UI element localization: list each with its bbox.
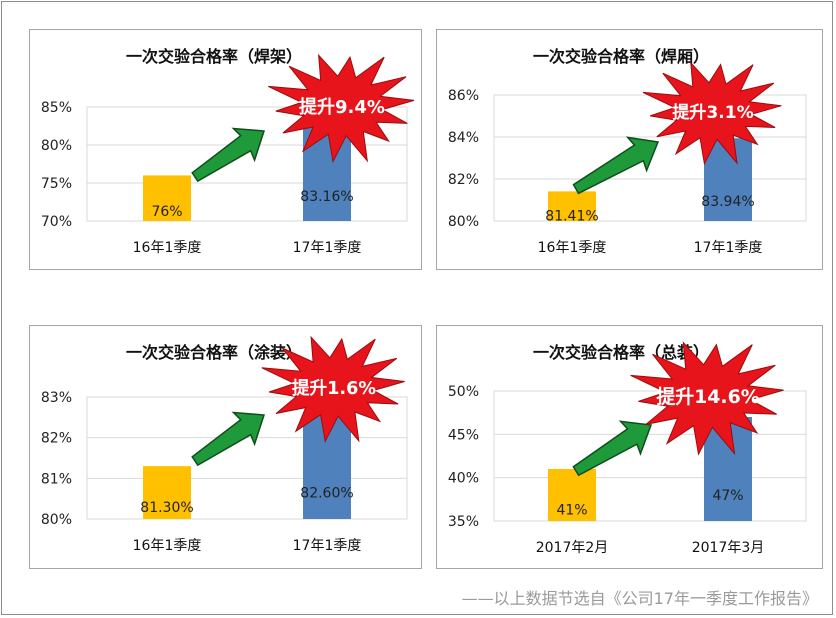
y-tick-label: 83% bbox=[41, 390, 72, 406]
chart-panel-welding-box: 一次交验合格率（焊厢） 80% 82% 84% 86% 81.41% 16年1季度 83.94… bbox=[436, 29, 823, 270]
arrow-shape bbox=[572, 420, 653, 477]
callout-text: 提升9.4% bbox=[299, 96, 385, 118]
y-tick-label: 80% bbox=[41, 138, 72, 154]
chart-svg: 一次交验合格率（总装） 35% 40% 45% 50% 41% 2017年2月 47% 2017… bbox=[436, 325, 823, 569]
starburst-callout: 提升14.6% bbox=[630, 341, 784, 456]
x-tick-label: 16年1季度 bbox=[538, 240, 607, 256]
y-tick-label: 70% bbox=[41, 214, 72, 230]
x-tick-label: 16年1季度 bbox=[133, 240, 202, 256]
y-tick-label: 80% bbox=[41, 512, 72, 528]
y-tick-label: 81% bbox=[41, 471, 72, 487]
starburst-callout: 提升1.6% bbox=[261, 335, 405, 443]
data-label: 83.94% bbox=[701, 194, 754, 210]
x-tick-label: 2017年2月 bbox=[536, 540, 609, 556]
y-tick-label: 86% bbox=[448, 88, 479, 104]
starburst-shape bbox=[261, 335, 405, 443]
improvement-arrow-icon bbox=[191, 411, 266, 467]
bar bbox=[548, 469, 596, 521]
x-tick-label: 16年1季度 bbox=[133, 538, 202, 554]
x-tick-label: 17年1季度 bbox=[293, 538, 362, 554]
improvement-arrow-icon bbox=[191, 127, 266, 183]
callout-text: 提升14.6% bbox=[656, 385, 759, 408]
data-label: 81.41% bbox=[545, 209, 598, 225]
data-label: 76% bbox=[151, 204, 182, 220]
data-label: 81.30% bbox=[140, 500, 193, 516]
arrow-shape bbox=[191, 127, 266, 183]
starburst-shape bbox=[642, 61, 782, 166]
chart-title: 一次交验合格率（焊厢） bbox=[533, 47, 709, 66]
data-label: 41% bbox=[556, 502, 587, 518]
callout-text: 提升3.1% bbox=[672, 103, 754, 123]
starburst-callout: 提升9.4% bbox=[268, 53, 415, 163]
plot-area bbox=[86, 396, 408, 520]
y-tick-label: 45% bbox=[448, 427, 479, 443]
bar bbox=[143, 175, 191, 221]
y-tick-label: 75% bbox=[41, 176, 72, 192]
chart-panel-painting: 一次交验合格率（涂装） 80% 81% 82% 83% 81.30% 16年1季度 82.60… bbox=[29, 325, 422, 569]
improvement-arrow-icon bbox=[572, 136, 660, 195]
y-tick-label: 50% bbox=[448, 384, 479, 400]
y-tick-label: 85% bbox=[41, 100, 72, 116]
x-tick-label: 17年1季度 bbox=[293, 240, 362, 256]
x-tick-label: 17年1季度 bbox=[694, 240, 763, 256]
plot-area bbox=[86, 106, 408, 222]
chart-title: 一次交验合格率（焊架） bbox=[126, 47, 302, 66]
callout-text: 提升1.6% bbox=[292, 378, 376, 399]
arrow-shape bbox=[572, 136, 660, 195]
bar bbox=[548, 191, 596, 221]
chart-title: 一次交验合格率（总装） bbox=[533, 343, 709, 362]
plot-area bbox=[493, 390, 807, 522]
y-tick-label: 40% bbox=[448, 471, 479, 487]
chart-svg: 一次交验合格率（涂装） 80% 81% 82% 83% 81.30% 16年1季度 82.60… bbox=[29, 325, 422, 569]
x-tick-label: 2017年3月 bbox=[692, 540, 765, 556]
source-footnote: ——以上数据节选自《公司17年一季度工作报告》 bbox=[461, 589, 818, 608]
data-label: 82.60% bbox=[300, 485, 353, 501]
chart-svg: 一次交验合格率（焊厢） 80% 82% 84% 86% 81.41% 16年1季度 83.94… bbox=[436, 29, 823, 270]
data-label: 47% bbox=[712, 488, 743, 504]
y-tick-label: 84% bbox=[448, 130, 479, 146]
starburst-shape bbox=[268, 53, 415, 163]
improvement-arrow-icon bbox=[572, 420, 653, 477]
chart-svg: 一次交验合格率（焊架） 70% 75% 80% 85% 76% 16年1季度 83.16% 17… bbox=[29, 29, 422, 270]
arrow-shape bbox=[191, 411, 266, 467]
chart-panel-welding-frame: 一次交验合格率（焊架） 70% 75% 80% 85% 76% 16年1季度 83.16% 17… bbox=[29, 29, 422, 270]
starburst-shape bbox=[630, 341, 784, 456]
y-tick-label: 80% bbox=[448, 214, 479, 230]
y-tick-label: 82% bbox=[448, 172, 479, 188]
starburst-callout: 提升3.1% bbox=[642, 61, 782, 166]
y-tick-label: 82% bbox=[41, 431, 72, 447]
chart-panel-assembly: 一次交验合格率（总装） 35% 40% 45% 50% 41% 2017年2月 47% 2017… bbox=[436, 325, 823, 569]
y-tick-label: 35% bbox=[448, 514, 479, 530]
chart-title: 一次交验合格率（涂装） bbox=[126, 343, 302, 362]
data-label: 83.16% bbox=[300, 189, 353, 205]
bar bbox=[143, 466, 191, 519]
